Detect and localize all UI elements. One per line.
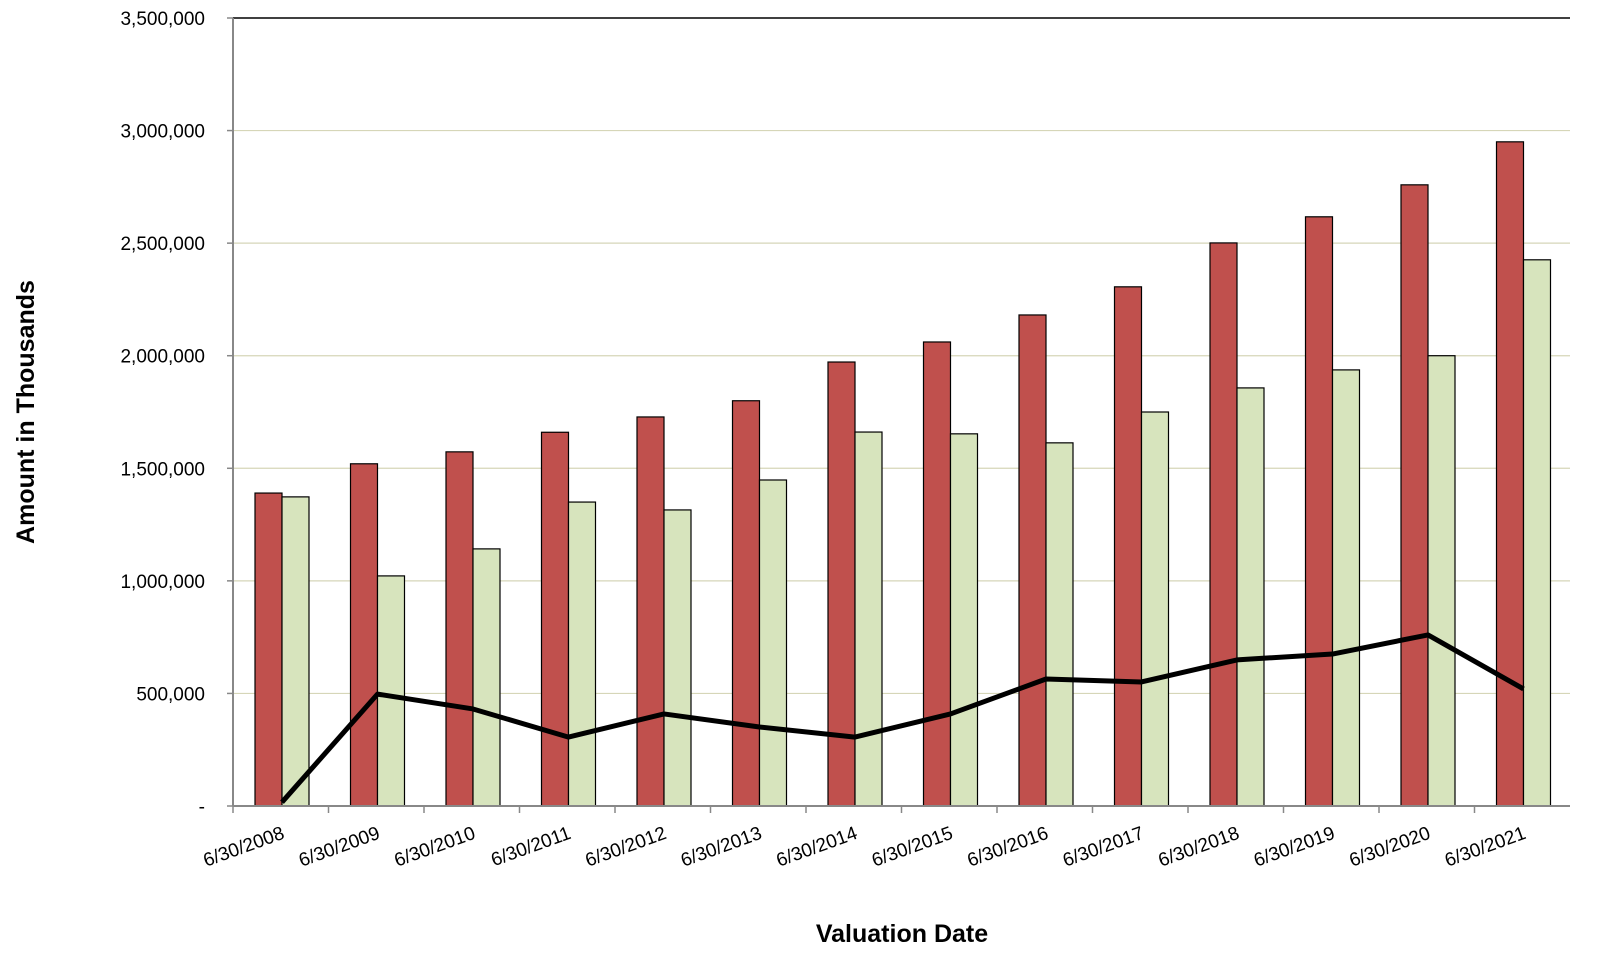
bar — [922, 341, 952, 807]
y-tick-label: 2,000,000 — [120, 347, 205, 368]
x-tick-label: 6/30/2011 — [488, 823, 573, 871]
bar — [1495, 141, 1525, 807]
x-tick-label: 6/30/2009 — [296, 823, 383, 872]
x-tick-label: 6/30/2014 — [774, 823, 861, 872]
bar — [376, 575, 406, 807]
x-tick-label: 6/30/2019 — [1251, 823, 1338, 872]
bar — [1209, 242, 1238, 807]
x-tick-label: 6/30/2010 — [392, 823, 479, 872]
line — [280, 632, 1525, 804]
x-tick-label: 6/30/2017 — [1060, 823, 1147, 872]
x-tick-label: 6/30/2013 — [678, 823, 765, 872]
x-tick-label: 6/30/2008 — [201, 823, 288, 872]
bar — [567, 501, 597, 807]
bar — [758, 479, 788, 807]
x-tick-label: 6/30/2018 — [1156, 823, 1243, 872]
bar — [1045, 442, 1074, 807]
y-axis-title: Amount in Thousands — [12, 280, 40, 544]
bar — [540, 431, 570, 807]
bar — [254, 492, 283, 807]
y-tick-label: 1,000,000 — [120, 572, 205, 593]
x-tick-label: 6/30/2021 — [1442, 823, 1529, 872]
bar — [827, 361, 856, 807]
bar — [1427, 355, 1456, 807]
bar — [1018, 314, 1047, 807]
x-tick-label: 6/30/2020 — [1347, 823, 1434, 872]
y-tick-label: 1,500,000 — [120, 459, 205, 480]
x-tick-label: 6/30/2015 — [869, 823, 956, 872]
y-tick-label: 3,000,000 — [120, 122, 205, 143]
y-tick-label: 2,500,000 — [120, 234, 205, 255]
x-tick-label: 6/30/2012 — [583, 823, 670, 872]
bar — [1331, 369, 1361, 807]
bar — [1113, 286, 1143, 807]
bar — [854, 431, 883, 807]
y-tick-label: - — [199, 797, 205, 818]
bar — [949, 433, 979, 807]
y-tick-label: 3,500,000 — [120, 9, 205, 30]
bar — [663, 509, 692, 807]
bar — [1522, 259, 1552, 807]
bar — [281, 496, 310, 807]
y-tick-label: 500,000 — [136, 684, 205, 705]
bar — [349, 463, 379, 807]
bar — [1140, 411, 1170, 807]
bar — [472, 548, 501, 807]
bar — [1400, 184, 1429, 807]
bar — [636, 416, 665, 807]
bar — [1236, 387, 1265, 807]
bar — [1304, 216, 1334, 807]
x-tick-label: 6/30/2016 — [965, 823, 1052, 872]
bar — [731, 400, 761, 807]
x-axis-title: Valuation Date — [816, 920, 988, 948]
bar — [445, 451, 474, 807]
